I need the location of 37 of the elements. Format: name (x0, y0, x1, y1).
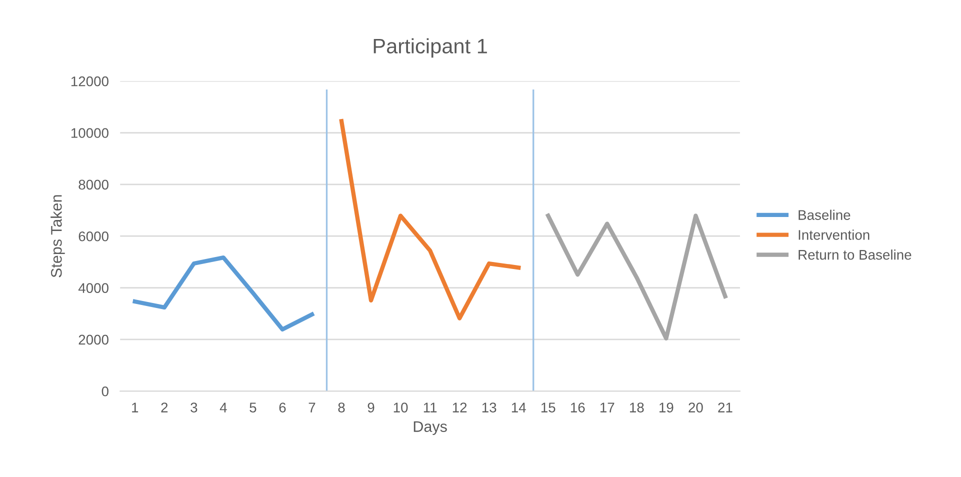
y-tick-label: 8000 (78, 180, 108, 190)
x-tick-label: 11 (424, 402, 437, 412)
line-series (132, 255, 314, 332)
line-series (339, 119, 521, 320)
x-axis-title: Days (414, 421, 447, 435)
x-tick-label: 10 (394, 402, 408, 412)
x-tick-label: 13 (482, 402, 496, 412)
x-tick-label: 2 (161, 402, 168, 412)
legend-label: Return to Baseline (798, 250, 912, 260)
legend-label: Intervention (798, 230, 870, 240)
legend-label: Baseline (798, 210, 850, 220)
x-tick-label: 3 (190, 402, 198, 412)
x-tick-label: 9 (368, 402, 374, 412)
line-series (546, 214, 728, 341)
x-tick-label: 12 (452, 402, 467, 412)
x-tick-label: 5 (250, 402, 256, 412)
x-tick-label: 19 (660, 402, 674, 412)
chart-title: Participant 1 (374, 38, 487, 58)
y-tick-label: 10000 (71, 128, 108, 138)
y-axis-title: Steps Taken (50, 195, 65, 278)
y-tick-label: 6000 (78, 231, 108, 242)
x-tick-label: 17 (600, 402, 614, 412)
x-tick-label: 14 (512, 402, 526, 412)
x-tick-label: 1 (132, 402, 138, 412)
y-tick-label: 12000 (71, 76, 108, 86)
y-tick-label: 0 (102, 386, 108, 396)
x-tick-label: 16 (570, 402, 585, 412)
y-tick-label: 2000 (78, 334, 108, 345)
x-tick-label: 7 (308, 402, 316, 412)
x-tick-label: 4 (220, 402, 227, 412)
x-tick-label: 8 (338, 402, 345, 412)
x-tick-label: 6 (279, 402, 286, 412)
y-tick-label: 4000 (78, 283, 108, 293)
x-tick-label: 21 (718, 402, 732, 412)
x-tick-label: 15 (541, 402, 556, 412)
x-tick-label: 20 (688, 402, 703, 412)
x-tick-label: 18 (630, 402, 644, 412)
